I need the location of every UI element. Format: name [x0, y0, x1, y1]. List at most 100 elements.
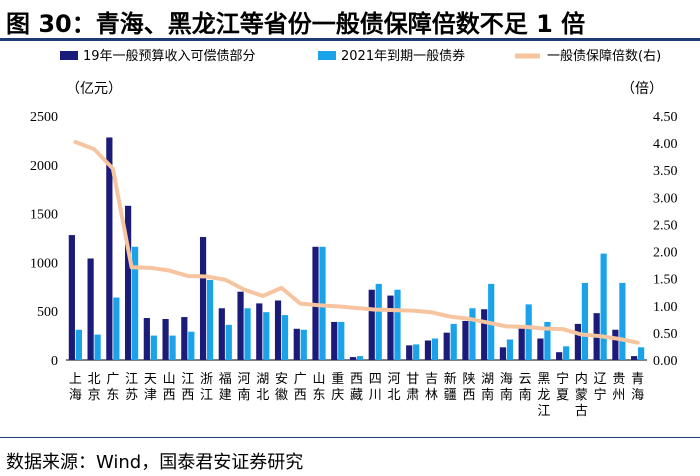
category-label: 陕西: [462, 372, 475, 403]
category-label: 湖南: [481, 372, 494, 403]
category-label: 云南: [519, 372, 532, 403]
y2-tick-label: 2.50: [653, 218, 678, 233]
chart-axes: 0 500 1000 1500 2000 2500 0.00 0.50 1.00 1.50 2.00…: [30, 110, 678, 369]
bar-series1: [218, 308, 225, 360]
left-axis-unit: （亿元）: [66, 81, 122, 97]
y2-tick-label: 3.00: [653, 191, 678, 206]
y2-tick-label: 1.50: [653, 273, 678, 288]
bar-series2: [188, 331, 195, 360]
y2-tick-label: 4.50: [653, 110, 678, 125]
bar-series2: [525, 304, 532, 360]
category-label: 河北: [387, 372, 400, 403]
bar-series1: [68, 235, 75, 360]
y2-tick-label: 1.00: [653, 300, 678, 315]
bar-series2: [300, 329, 307, 360]
category-label: 天津: [144, 372, 157, 403]
bar-series1: [499, 347, 507, 360]
bar-series1: [199, 237, 207, 360]
category-label: 西藏: [350, 372, 363, 403]
bar-series1: [87, 258, 94, 360]
category-label: 贵州: [612, 372, 625, 403]
chart-bars: [68, 137, 645, 360]
bar-series1: [612, 329, 619, 360]
bar-series1: [143, 318, 150, 360]
bar-series1: [162, 319, 169, 360]
category-label: 江苏: [125, 372, 138, 403]
bar-series2: [319, 246, 326, 360]
bar-series1: [181, 317, 188, 360]
bar-series2: [394, 289, 401, 360]
category-label: 海南: [500, 372, 513, 403]
bar-series2: [413, 344, 420, 360]
category-label: 浙江: [200, 372, 213, 403]
legend-label-series3: 一般债保障倍数(右): [547, 48, 661, 64]
bar-series2: [431, 338, 439, 360]
bar-series2: [506, 339, 514, 360]
bar-series2: [638, 347, 645, 360]
category-label: 四川: [369, 372, 382, 403]
category-labels: 上海北京广东江苏天津山西江西浙江福建河南湖北安徽广西山东重庆西藏四川河北甘肃吉林…: [69, 371, 644, 419]
category-label: 吉林: [425, 372, 438, 403]
chart-line: [73, 140, 640, 345]
bar-series1: [274, 300, 282, 360]
y2-tick-label: 0.00: [653, 354, 678, 369]
category-label: 黑龙江: [537, 372, 550, 419]
category-label: 辽宁: [594, 372, 607, 403]
category-label: 青海: [631, 372, 644, 403]
chart-legend: 19年一般预算收入可偿债部分 2021年到期一般债券 一般债保障倍数(右): [60, 48, 661, 64]
source-note: 数据来源：Wind，国泰君安证券研究: [6, 452, 304, 473]
bar-series2: [544, 321, 551, 360]
bar-series2: [113, 297, 120, 360]
right-axis-unit: （倍）: [621, 81, 663, 97]
category-label: 江西: [181, 372, 194, 403]
bar-series2: [263, 312, 270, 360]
bar-series2: [563, 346, 570, 360]
category-label: 宁夏: [556, 371, 569, 403]
y2-tick-label: 4.00: [653, 137, 678, 152]
bar-series2: [75, 329, 82, 360]
category-label: 山东: [313, 372, 326, 403]
category-label: 新疆: [444, 371, 457, 403]
y2-tick-label: 2.00: [653, 246, 678, 261]
title-underline: [0, 38, 700, 41]
bar-series1: [106, 137, 113, 360]
bar-series2: [356, 356, 364, 360]
legend-label-series1: 19年一般预算收入可偿债部分: [83, 48, 256, 64]
bar-series2: [469, 308, 476, 360]
bar-series2: [225, 324, 232, 360]
category-label: 山西: [163, 372, 176, 403]
category-label: 广西: [294, 372, 307, 403]
bar-series2: [619, 282, 626, 360]
bar-series1: [443, 332, 450, 360]
bar-series1: [574, 323, 582, 360]
category-label: 内蒙古: [575, 371, 588, 419]
legend-swatch-series1: [60, 51, 78, 60]
source-divider: [0, 437, 700, 438]
bar-series1: [349, 357, 357, 360]
bar-series2: [94, 334, 101, 360]
line-series3: [73, 140, 640, 345]
category-label: 福建: [219, 372, 232, 403]
category-label: 河南: [238, 372, 251, 403]
bar-series2: [131, 246, 139, 360]
bar-series2: [281, 315, 289, 360]
y-tick-label: 500: [37, 305, 58, 320]
bar-series2: [206, 279, 214, 360]
bar-series1: [462, 320, 469, 360]
bar-series1: [368, 289, 375, 360]
bar-series2: [450, 323, 457, 360]
bar-series1: [124, 205, 132, 360]
bar-series1: [293, 328, 300, 360]
bar-series2: [169, 335, 176, 360]
y2-tick-label: 3.50: [653, 164, 678, 179]
category-label: 安徽: [275, 372, 288, 403]
bar-series2: [244, 308, 251, 360]
bar-series1: [518, 326, 525, 360]
y-tick-label: 0: [51, 354, 58, 369]
bar-series1: [237, 291, 244, 360]
bar-series1: [387, 295, 394, 360]
category-label: 北京: [88, 372, 101, 403]
y2-tick-label: 0.50: [653, 327, 678, 342]
y-tick-label: 2000: [30, 159, 58, 174]
